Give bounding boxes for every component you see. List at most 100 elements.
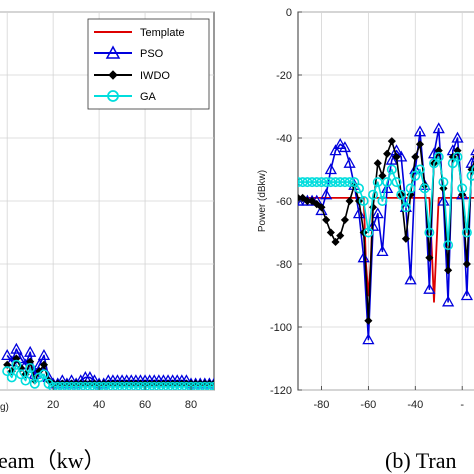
right-point-ga (424, 227, 435, 238)
right-point-iwdo (364, 316, 373, 325)
left-point-ga (11, 359, 22, 370)
right-point-ga (386, 164, 397, 175)
left-series-layer (1, 342, 214, 390)
left-x-tick-label: 60 (139, 399, 151, 411)
right-y-tick-label: -20 (276, 70, 292, 82)
right-point-pso (460, 289, 473, 301)
left-point-ga (20, 375, 31, 386)
right-point-iwdo (312, 200, 321, 209)
right-point-iwdo (415, 140, 425, 149)
left-x-tick-label: 80 (185, 399, 197, 411)
right-y-tick-label: -60 (276, 196, 292, 208)
right-x-tick-label: -80 (314, 399, 330, 411)
left-caption: eam（kw） (0, 448, 106, 473)
left-chart-panel: 20 40 60 80 g) Template PSO IWDO GA (0, 11, 215, 473)
right-point-ga (466, 170, 474, 181)
right-point-iwdo (411, 152, 420, 161)
right-point-pso (451, 131, 464, 143)
right-point-pso (357, 251, 370, 263)
legend-entry-template: Template (94, 27, 185, 39)
right-point-pso (343, 156, 356, 168)
right-chart-panel: -80 -60 -40 - 0 -20 -40 -60 -80 -100 -120 Power (… (257, 7, 474, 473)
left-point-ga (2, 366, 13, 377)
right-point-ga (457, 183, 468, 194)
right-point-iwdo (383, 149, 392, 158)
right-point-pso (338, 141, 352, 153)
left-point-ga (204, 381, 214, 390)
right-point-pso (329, 144, 342, 156)
right-point-pso (432, 122, 445, 134)
legend-entry-iwdo: IWDO (94, 70, 170, 82)
right-point-ga (438, 177, 449, 188)
right-point-ga (443, 240, 454, 251)
right-point-pso (366, 219, 380, 231)
right-point-pso (376, 245, 389, 257)
right-point-ga (452, 151, 463, 162)
right-point-iwdo (444, 266, 453, 275)
right-x-tick-label: - (460, 399, 464, 411)
right-y-tick-label: -80 (276, 259, 292, 271)
left-point-ga (209, 381, 214, 390)
right-point-ga (368, 189, 379, 200)
right-point-iwdo (387, 137, 396, 146)
right-point-ga (358, 196, 369, 207)
right-point-pso (423, 282, 436, 294)
left-point-pso (24, 345, 37, 357)
right-point-ga (419, 183, 430, 194)
right-series-line-ga (298, 156, 474, 246)
right-point-ga (339, 177, 350, 188)
right-point-ga (344, 177, 355, 188)
right-point-pso (324, 163, 337, 175)
left-point-ga (6, 372, 17, 383)
right-point-ga (330, 177, 341, 188)
legend-diamond-marker (108, 70, 118, 80)
right-point-pso (381, 182, 394, 194)
right-x-tick-label: -40 (407, 399, 423, 411)
right-point-pso (320, 188, 333, 200)
legend-label-pso: PSO (140, 48, 164, 60)
right-point-ga (377, 196, 388, 207)
right-y-tick-label: -100 (270, 322, 292, 334)
right-point-ga (396, 189, 407, 200)
right-point-ga (335, 177, 346, 188)
right-point-iwdo (373, 159, 382, 168)
legend-label-ga: GA (140, 91, 157, 103)
right-point-iwdo (317, 203, 326, 212)
right-point-pso (371, 207, 384, 219)
right-point-ga (410, 170, 421, 181)
right-point-ga (302, 177, 313, 188)
right-point-iwdo (378, 171, 387, 180)
right-y-tick-label: -120 (270, 385, 292, 397)
right-point-ga (429, 158, 440, 169)
right-point-pso (437, 194, 450, 206)
right-point-iwdo (298, 193, 307, 202)
right-point-pso (404, 273, 417, 285)
right-point-ga (298, 177, 308, 188)
right-point-pso (409, 163, 422, 175)
right-point-ga (311, 177, 322, 188)
right-point-ga (321, 177, 332, 188)
right-point-iwdo (331, 237, 340, 247)
left-point-pso (37, 349, 51, 360)
right-point-iwdo (336, 231, 345, 240)
legend-label-template: Template (140, 27, 185, 39)
right-point-ga (414, 164, 425, 175)
left-point-ga (25, 362, 36, 373)
right-point-ga (400, 202, 411, 213)
right-y-ticks: 0 -20 -40 -60 -80 -100 -120 (270, 7, 302, 397)
right-y-tick-label: 0 (286, 7, 292, 19)
right-point-ga (298, 177, 303, 188)
right-point-ga (372, 177, 383, 188)
right-point-ga (461, 227, 472, 238)
left-point-ga (15, 369, 26, 380)
right-point-pso (334, 137, 347, 149)
left-point-pso (10, 342, 23, 354)
right-point-ga (382, 177, 393, 188)
right-point-iwdo (425, 253, 434, 262)
chart-legend: Template PSO IWDO GA (87, 18, 210, 110)
right-point-iwdo (308, 196, 317, 206)
left-x-tick-label: 20 (47, 399, 59, 411)
left-point-ga (29, 378, 40, 389)
left-point-pso (1, 349, 14, 360)
right-point-iwdo (345, 196, 354, 206)
